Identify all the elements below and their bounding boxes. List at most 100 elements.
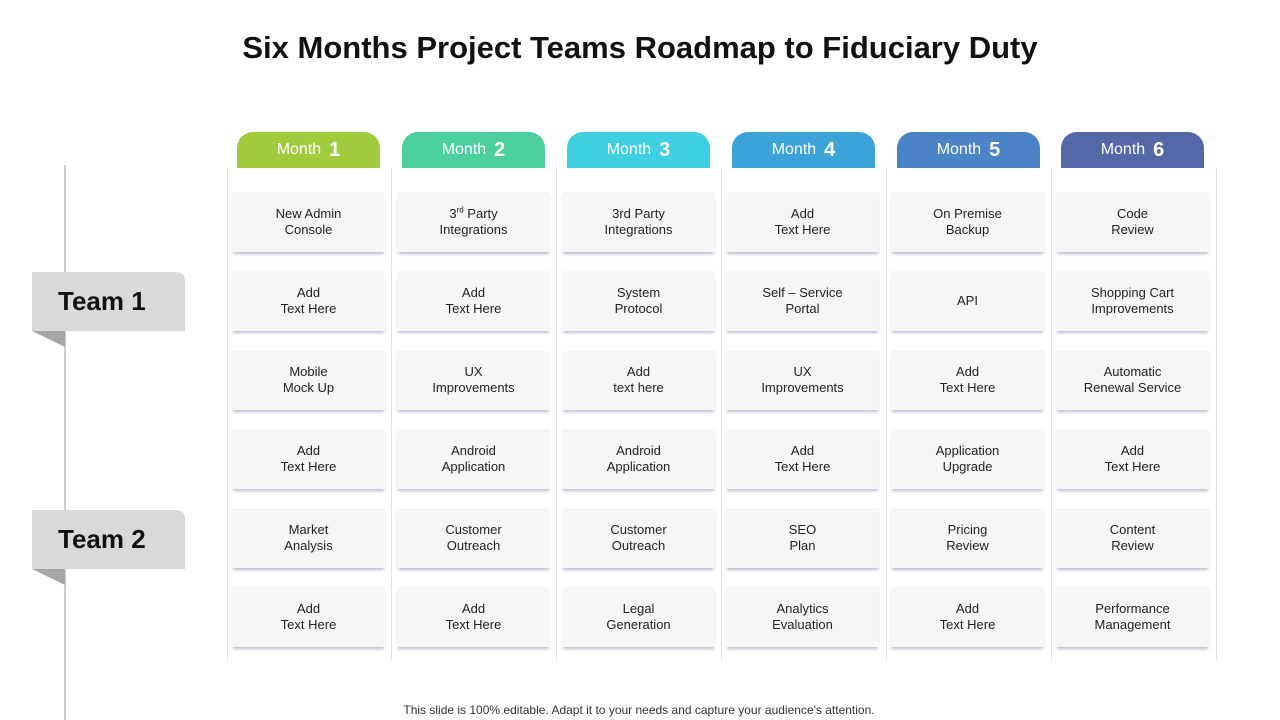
task-line-1: Add [297, 285, 320, 301]
month-2-header: Month 2 [402, 132, 545, 168]
task-text: 3rd Party [612, 206, 665, 221]
task-line-2: Plan [789, 538, 816, 553]
month-label: Month [1100, 141, 1146, 158]
task-text: Analytics [776, 601, 829, 616]
task-card: Code Review [1056, 192, 1209, 252]
task-text: New Admin [275, 206, 342, 221]
task-line-2: Integrations [604, 222, 673, 237]
task-card: Add Text Here [232, 587, 385, 647]
month-number: 6 [1153, 138, 1165, 161]
task-line-2: Review [1111, 222, 1154, 237]
task-line-1: Application [936, 443, 1000, 459]
task-text: Customer [445, 522, 502, 537]
task-text: Add [626, 364, 651, 379]
column-divider [556, 168, 557, 660]
task-line-2: Upgrade [942, 459, 993, 474]
task-text: Market [288, 522, 329, 537]
task-card: UX Improvements [397, 350, 550, 410]
task-text: Performance [1095, 601, 1170, 616]
column-divider [886, 168, 887, 660]
task-line-2: Portal [785, 301, 820, 316]
task-line-1: Android [616, 443, 661, 459]
column-divider [1051, 168, 1052, 660]
task-card: SEO Plan [726, 508, 879, 568]
task-line-1: Add [462, 285, 485, 301]
task-text: Pricing [947, 522, 988, 537]
task-card: Add Text Here [1056, 429, 1209, 489]
month-4-header: Month 4 [732, 132, 875, 168]
task-text: Add [955, 601, 980, 616]
superscript: rd [456, 205, 464, 215]
column-divider [391, 168, 392, 660]
month-number: 4 [824, 138, 836, 161]
month-label: Month [441, 141, 487, 158]
task-line-1: Automatic [1104, 364, 1162, 380]
task-line-2: Backup [945, 222, 990, 237]
task-card: Add Text Here [891, 350, 1044, 410]
task-text: Add [1120, 443, 1145, 458]
task-line-1: Add [462, 601, 485, 617]
task-line-1: Mobile [289, 364, 327, 380]
task-text: Party [463, 206, 498, 221]
task-text: Add [296, 601, 321, 616]
task-line-2: Mock Up [282, 380, 335, 395]
task-text: Add [790, 443, 815, 458]
task-text: UX [793, 364, 812, 379]
column-divider [1216, 168, 1217, 660]
team-2-fold [32, 569, 65, 585]
task-text: Add [296, 443, 321, 458]
task-text: Content [1109, 522, 1156, 537]
task-line-2: Review [946, 538, 989, 553]
task-line-1: Legal [623, 601, 655, 617]
task-line-2: Application [441, 459, 506, 474]
task-line-1: Android [451, 443, 496, 459]
task-line-1: Add [791, 206, 814, 222]
timeline-line [64, 165, 66, 720]
task-card: Add Text Here [726, 429, 879, 489]
task-line-1: Add [791, 443, 814, 459]
task-text: Customer [610, 522, 667, 537]
month-5-header: Month 5 [897, 132, 1040, 168]
task-line-2: Text Here [774, 459, 831, 474]
task-line-2: Console [284, 222, 333, 237]
task-line-2: Protocol [614, 301, 663, 316]
task-line-2: Improvements [432, 380, 515, 395]
month-number: 1 [329, 138, 341, 161]
task-card: Automatic Renewal Service [1056, 350, 1209, 410]
task-line-1: Add [956, 601, 979, 617]
task-text: Add [790, 206, 815, 221]
task-card: Add Text Here [232, 271, 385, 331]
column-divider [227, 168, 228, 660]
task-text: Android [451, 443, 496, 458]
task-card: Customer Outreach [397, 508, 550, 568]
task-line-2: Analysis [284, 538, 333, 553]
task-line-1: On Premise [933, 206, 1002, 222]
task-line-2: Text Here [280, 459, 337, 474]
task-line-2: Improvements [1091, 301, 1174, 316]
task-line-2: Text Here [445, 617, 502, 632]
task-card: 3rd Party Integrations [562, 192, 715, 252]
task-text: Legal [622, 601, 655, 616]
task-card: Mobile Mock Up [232, 350, 385, 410]
task-line-1: Add [1121, 443, 1144, 459]
task-card: Self – Service Portal [726, 271, 879, 331]
task-card: Market Analysis [232, 508, 385, 568]
task-text: On Premise [933, 206, 1002, 221]
task-card: Analytics Evaluation [726, 587, 879, 647]
task-line-2: Integrations [439, 222, 508, 237]
task-card: Shopping Cart Improvements [1056, 271, 1209, 331]
task-card: On Premise Backup [891, 192, 1044, 252]
task-card: Pricing Review [891, 508, 1044, 568]
task-line-2: Generation [606, 617, 671, 632]
task-text: Android [616, 443, 661, 458]
task-card: New Admin Console [232, 192, 385, 252]
task-line-1: Performance [1095, 601, 1169, 617]
task-card: Add Text Here [232, 429, 385, 489]
task-line-2: Text Here [280, 617, 337, 632]
task-card: Add Text Here [726, 192, 879, 252]
task-text: API [957, 293, 978, 308]
task-line-2: Management [1094, 617, 1171, 632]
task-line-1: Add [297, 601, 320, 617]
month-1-header: Month 1 [237, 132, 380, 168]
task-line-1: Pricing [948, 522, 988, 538]
